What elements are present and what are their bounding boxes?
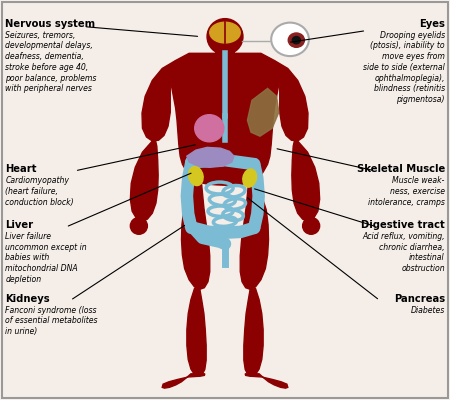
- Text: Seizures, tremors,
developmental delays,
deafness, dementia,
stroke before age 4: Seizures, tremors, developmental delays,…: [5, 30, 97, 93]
- Polygon shape: [274, 60, 308, 141]
- Text: Kidneys: Kidneys: [5, 294, 50, 304]
- Ellipse shape: [195, 115, 224, 142]
- Text: Fanconi syndrome (loss
of essential metabolites
in urine): Fanconi syndrome (loss of essential meta…: [5, 306, 98, 336]
- Polygon shape: [187, 147, 234, 167]
- Text: Diabetes: Diabetes: [410, 306, 445, 315]
- Circle shape: [271, 23, 309, 56]
- Polygon shape: [130, 140, 158, 221]
- Text: Eyes: Eyes: [419, 19, 445, 29]
- Text: Liver failure
uncommon except in
babies with
mitochondrial DNA
depletion: Liver failure uncommon except in babies …: [5, 232, 87, 284]
- Text: Muscle weak-
ness, exercise
intolerance, cramps: Muscle weak- ness, exercise intolerance,…: [368, 176, 445, 206]
- Text: Skeletal Muscle: Skeletal Muscle: [356, 164, 445, 174]
- Ellipse shape: [130, 218, 148, 234]
- Text: Pancreas: Pancreas: [394, 294, 445, 304]
- Text: Drooping eyelids
(ptosis), inability to
move eyes from
side to side (external
op: Drooping eyelids (ptosis), inability to …: [363, 30, 445, 104]
- Circle shape: [292, 36, 300, 44]
- Polygon shape: [181, 184, 210, 289]
- Circle shape: [288, 33, 304, 47]
- Polygon shape: [170, 53, 280, 185]
- Text: Digestive tract: Digestive tract: [361, 220, 445, 230]
- Polygon shape: [240, 184, 269, 289]
- Polygon shape: [187, 288, 206, 376]
- Text: Nervous system: Nervous system: [5, 19, 95, 29]
- Ellipse shape: [279, 32, 304, 47]
- Ellipse shape: [210, 22, 240, 43]
- Polygon shape: [162, 374, 205, 388]
- Polygon shape: [216, 49, 234, 53]
- Ellipse shape: [243, 169, 256, 187]
- Polygon shape: [244, 288, 263, 376]
- Ellipse shape: [302, 218, 320, 234]
- Text: Acid reflux, vomiting,
chronic diarrhea,
intestinal
obstruction: Acid reflux, vomiting, chronic diarrhea,…: [362, 232, 445, 273]
- Text: Heart: Heart: [5, 164, 37, 174]
- Ellipse shape: [207, 19, 243, 54]
- Polygon shape: [248, 88, 279, 136]
- Polygon shape: [245, 374, 288, 388]
- Text: Liver: Liver: [5, 220, 33, 230]
- Polygon shape: [292, 140, 320, 221]
- Polygon shape: [142, 60, 176, 141]
- Text: Cardiomyopathy
(heart failure,
conduction block): Cardiomyopathy (heart failure, conductio…: [5, 176, 74, 206]
- Ellipse shape: [189, 166, 203, 186]
